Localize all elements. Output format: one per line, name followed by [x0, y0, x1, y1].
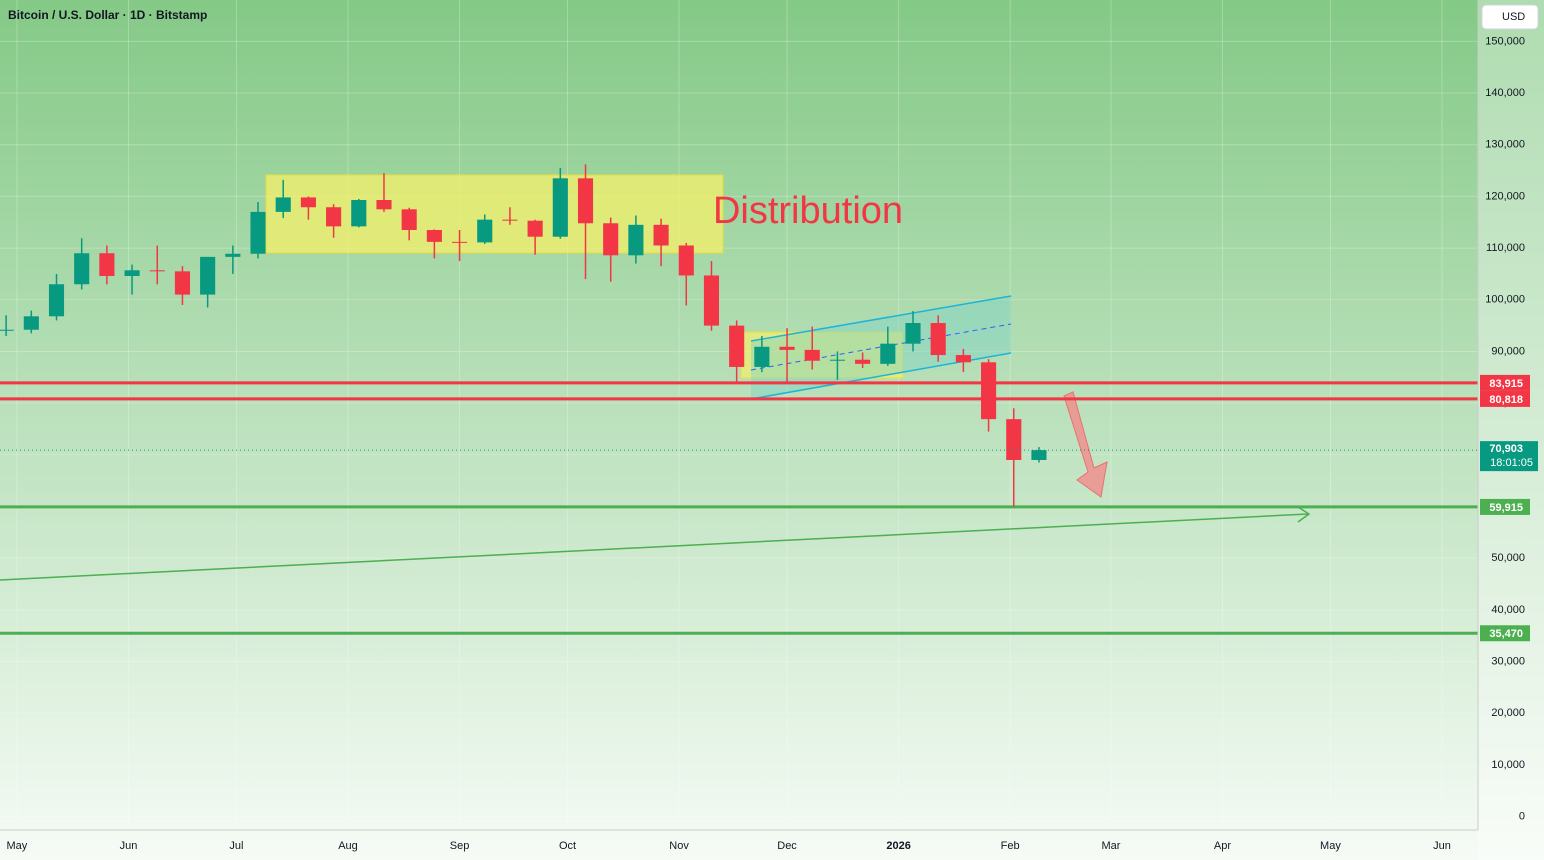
- candle-body: [653, 224, 669, 246]
- x-tick-label: Nov: [669, 840, 689, 852]
- candle-body: [0, 329, 14, 331]
- currency-button[interactable]: USD: [1481, 4, 1539, 30]
- trend-line: [0, 513, 1309, 581]
- candle-body: [527, 220, 543, 237]
- trend-arrow-head: [1297, 506, 1311, 523]
- down-arrow: [1063, 391, 1108, 498]
- level-label-bg: [1480, 498, 1530, 515]
- countdown: 18:01:05: [1490, 457, 1533, 469]
- candle-body: [905, 323, 921, 344]
- x-tick-label: Oct: [559, 840, 576, 852]
- annotation: Distribution: [713, 190, 903, 232]
- axis-labels: 010,00020,00030,00040,00050,00060,00070,…: [7, 35, 1538, 852]
- y-tick-label: 40,000: [1491, 604, 1525, 616]
- level-label: 35,470: [1489, 628, 1523, 640]
- y-tick-label: 100,000: [1485, 294, 1525, 306]
- x-tick-label: 2026: [886, 840, 910, 852]
- candle-body: [729, 325, 745, 367]
- x-tick-label: Jun: [120, 840, 138, 852]
- last-price-bg: [1480, 441, 1538, 472]
- x-tick-label: Mar: [1101, 840, 1120, 852]
- y-tick-label: 0: [1519, 810, 1525, 822]
- level-label-bg: [1480, 390, 1530, 407]
- channel-mid: [750, 323, 1012, 371]
- y-tick-label: 10,000: [1491, 759, 1525, 771]
- y-tick-label: 30,000: [1491, 655, 1525, 667]
- candle-body: [174, 271, 191, 295]
- candle-body: [577, 178, 594, 224]
- currency-button-box[interactable]: [1481, 4, 1539, 30]
- x-tick-label: Sep: [450, 840, 470, 852]
- candle-body: [426, 229, 442, 242]
- candle-body: [477, 219, 493, 243]
- candle-body: [804, 349, 820, 361]
- candle-body: [754, 346, 770, 367]
- candle-body: [779, 346, 795, 350]
- y-tick-label: 90,000: [1491, 345, 1525, 357]
- currency-label[interactable]: USD: [1502, 11, 1525, 23]
- candle-body: [401, 209, 417, 230]
- candle-body: [1006, 419, 1022, 460]
- candle-body: [955, 355, 971, 363]
- level-label: 83,915: [1489, 378, 1523, 390]
- x-tick-label: Jun: [1433, 840, 1451, 852]
- y-tick-label: 50,000: [1491, 552, 1525, 564]
- level-label: 59,915: [1489, 502, 1523, 514]
- candle-body: [225, 253, 241, 257]
- candle-body: [23, 316, 39, 330]
- candle-body: [1031, 450, 1047, 460]
- x-tick-label: May: [1320, 840, 1341, 852]
- candle-body: [99, 253, 115, 276]
- candle-body: [628, 224, 644, 256]
- candle-body: [552, 178, 568, 237]
- level-label-bg: [1480, 374, 1530, 391]
- candle-body: [855, 359, 871, 364]
- candle-body: [930, 323, 946, 356]
- y-tick-label: 150,000: [1485, 35, 1525, 47]
- last-price-label: 70,903: [1489, 443, 1523, 455]
- candle-body: [603, 223, 619, 256]
- x-tick-label: May: [7, 840, 28, 852]
- grid: [0, 0, 1478, 830]
- y-tick-label: 120,000: [1485, 190, 1525, 202]
- level-label-bg: [1480, 625, 1530, 642]
- price-axis: [1478, 0, 1544, 860]
- candle-body: [829, 359, 845, 361]
- x-tick-label: Feb: [1001, 840, 1020, 852]
- plot: [0, 164, 1478, 635]
- candle-body: [275, 197, 291, 212]
- candle-body: [48, 284, 65, 317]
- candle-body: [351, 200, 367, 227]
- candle-body: [300, 197, 316, 208]
- candle-body: [326, 207, 342, 227]
- x-tick-label: Aug: [338, 840, 358, 852]
- candle-body: [250, 211, 266, 254]
- candle-body: [200, 256, 216, 295]
- chart-title: Bitcoin / U.S. Dollar · 1D · Bitstamp: [8, 8, 207, 22]
- candle-body: [124, 270, 140, 276]
- candle-body: [703, 275, 720, 326]
- distribution-box: [265, 174, 724, 254]
- candle-body: [880, 343, 896, 364]
- candle-body: [678, 245, 694, 276]
- candle-body: [502, 219, 518, 221]
- x-tick-label: Apr: [1214, 840, 1231, 852]
- y-tick-label: 140,000: [1485, 87, 1525, 99]
- candle-body: [149, 270, 165, 272]
- candle-body: [981, 362, 997, 420]
- y-tick-label: 130,000: [1485, 139, 1525, 151]
- candle-body: [452, 241, 468, 243]
- y-tick-label: 20,000: [1491, 707, 1525, 719]
- candle-body: [74, 253, 90, 285]
- candle-body: [376, 200, 392, 210]
- level-label: 80,818: [1489, 394, 1523, 406]
- y-tick-label: 110,000: [1486, 242, 1525, 254]
- channel-top: [750, 295, 1012, 342]
- x-tick-label: Jul: [229, 840, 243, 852]
- x-tick-label: Dec: [777, 840, 797, 852]
